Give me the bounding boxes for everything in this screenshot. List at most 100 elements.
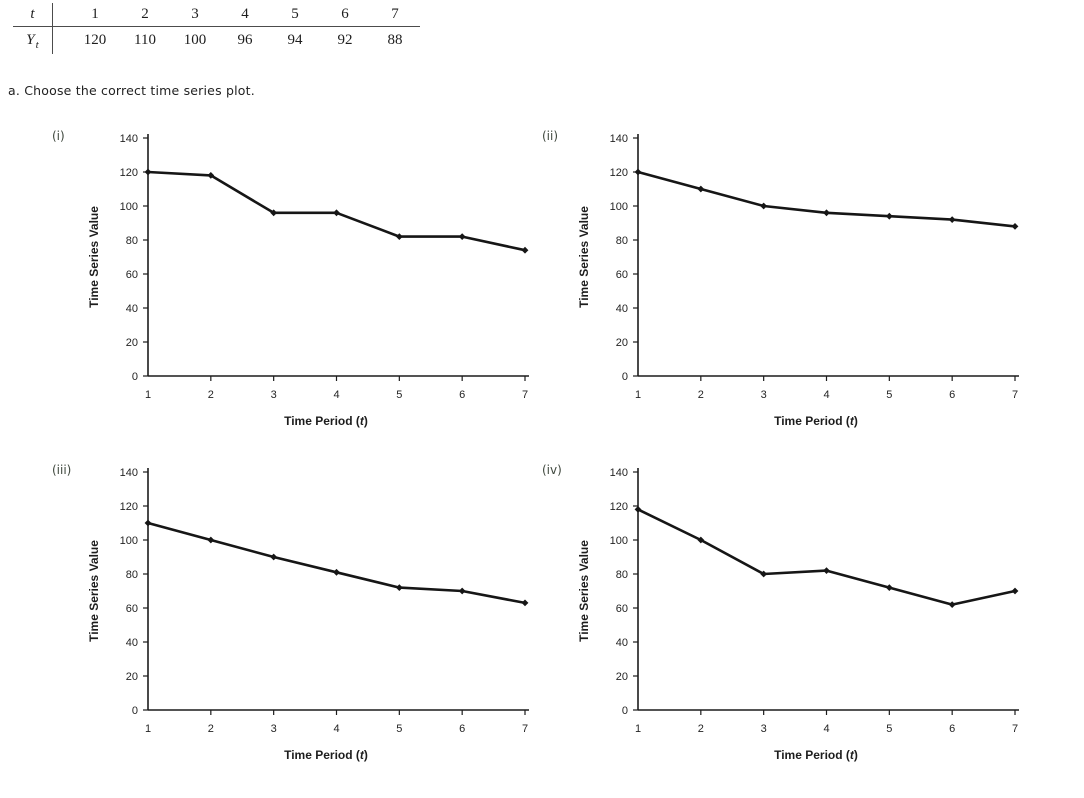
chart-option-iv: (iv) 0 20 40 60 80 100 120 140 1 2 3 4 5 6 7 Time Series… [530,452,1030,782]
data-point-marker [458,233,466,240]
time-series-plot-iv: (iv) 0 20 40 60 80 100 120 140 1 2 3 4 5 6 7 Time Series… [542,463,1019,762]
y-axis-tick-label: 80 [616,569,628,581]
y-axis-title: Time Series Value [87,540,101,642]
x-axis-tick-label: 3 [271,389,277,401]
table-cell-y: 100 [183,32,207,48]
data-point-marker [823,209,830,217]
t-label: t [30,6,35,22]
series-line [636,508,1017,606]
data-point-marker [885,584,893,591]
x-axis-tick-label: 1 [635,723,641,735]
y-axis-tick-label: 140 [610,467,628,479]
data-point-marker [333,209,340,217]
data-point-marker [144,519,152,527]
data-point-marker [521,599,529,607]
y-axis-tick-label: 140 [120,133,138,145]
table-cell-y: 88 [387,32,403,48]
table-cell-y: 96 [237,32,253,48]
x-axis-tick-label: 3 [761,389,767,401]
y-label-subscript: t [35,38,39,51]
y-axis-tick-label: 0 [132,705,138,717]
y-axis-tick-label: 100 [610,201,628,213]
table-cell-t: 3 [170,3,220,27]
time-series-plot-ii: (ii) 0 20 40 60 80 100 120 140 1 2 3 4 5 6 7 Time Series… [542,129,1019,428]
x-axis-tick-label: 4 [823,389,829,401]
y-axis-tick-label: 20 [126,671,138,683]
y-axis-tick-label: 20 [616,337,628,349]
data-point-marker [395,233,403,240]
data-point-marker [634,168,642,176]
data-point-marker [697,536,705,544]
y-axis-tick-label: 60 [126,269,138,281]
y-axis-title: Time Series Value [577,206,591,308]
data-point-marker [270,553,278,561]
data-point-marker [144,168,152,176]
data-point-marker [207,536,215,544]
data-point-marker [823,567,830,574]
y-axis-tick-label: 40 [616,303,628,315]
plot-corner-label: (i) [52,129,65,143]
y-axis-title: Time Series Value [87,206,101,308]
table-cell-y: 110 [134,32,156,48]
x-axis-tick-label: 4 [333,723,339,735]
x-axis-tick-label: 6 [949,389,955,401]
x-axis-tick-label: 5 [886,723,892,735]
x-axis-tick-label: 2 [698,389,704,401]
table-cell-t: 7 [370,3,420,27]
x-axis-tick-label: 7 [1012,389,1018,401]
y-axis-tick-label: 140 [120,467,138,479]
x-axis-tick-label: 1 [145,723,151,735]
chart-option-i: (i) 0 20 40 60 80 100 120 140 1 2 3 4 5 6 7 Time Series … [40,118,540,448]
data-point-marker [395,584,403,591]
table-spacer [53,27,70,54]
table-cell-y: 92 [337,32,353,48]
x-axis-tick-label: 5 [396,389,402,401]
x-axis-tick-label: 6 [459,389,465,401]
y-axis-tick-label: 100 [610,535,628,547]
data-point-marker [948,216,956,223]
data-point-marker [1011,587,1019,595]
y-axis-tick-label: 0 [622,705,628,717]
table-header-t: t [13,3,53,27]
x-axis-tick-label: 6 [949,723,955,735]
y-axis-tick-label: 0 [132,371,138,383]
y-axis-title: Time Series Value [577,540,591,642]
x-axis-title: Time Period (t) [284,748,368,762]
series-line [146,521,527,605]
x-axis-tick-label: 7 [522,389,528,401]
y-axis-tick-label: 40 [126,303,138,315]
time-series-plot-i: (i) 0 20 40 60 80 100 120 140 1 2 3 4 5 6 7 Time Series … [52,129,529,428]
y-axis-tick-label: 80 [126,235,138,247]
y-axis-tick-label: 80 [126,569,138,581]
plot-corner-label: (iv) [542,463,562,477]
x-axis-tick-label: 3 [761,723,767,735]
table-cell-t: 1 [70,3,120,27]
y-axis-tick-label: 140 [610,133,628,145]
y-axis-tick-label: 100 [120,535,138,547]
y-axis-tick-label: 100 [120,201,138,213]
y-axis-tick-label: 20 [616,671,628,683]
x-axis-title: Time Period (t) [774,414,858,428]
y-axis-tick-label: 40 [126,637,138,649]
table-cell-t: 2 [120,3,170,27]
x-axis-tick-label: 4 [333,389,339,401]
x-axis-tick-label: 1 [145,389,151,401]
x-axis-tick-label: 4 [823,723,829,735]
x-axis-tick-label: 1 [635,389,641,401]
chart-option-iii: (iii) 0 20 40 60 80 100 120 140 1 2 3 4 5 6 7 Time Serie… [40,452,540,782]
y-axis-tick-label: 120 [120,167,138,179]
y-axis-tick-label: 120 [120,501,138,513]
y-axis-tick-label: 0 [622,371,628,383]
time-series-plot-iii: (iii) 0 20 40 60 80 100 120 140 1 2 3 4 5 6 7 Time Serie… [52,463,529,762]
data-point-marker [948,601,956,608]
y-axis-tick-label: 80 [616,235,628,247]
data-point-marker [760,570,768,578]
y-axis-tick-label: 120 [610,167,628,179]
x-axis-tick-label: 2 [698,723,704,735]
data-point-marker [270,209,278,217]
table-cell-y: 94 [287,32,303,48]
x-axis-tick-label: 7 [1012,723,1018,735]
data-point-marker [634,506,642,513]
